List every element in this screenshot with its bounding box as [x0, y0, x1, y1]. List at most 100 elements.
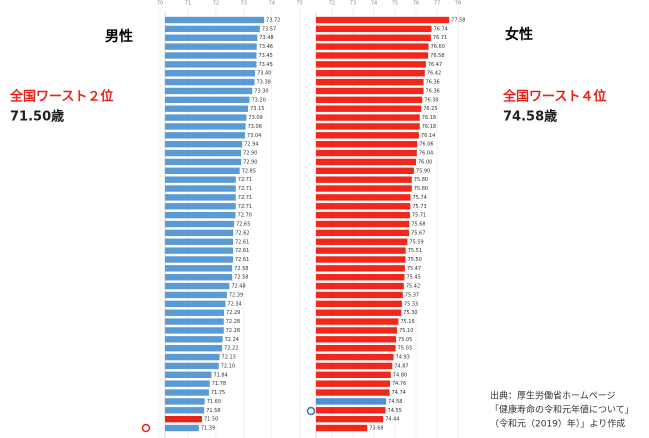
bar — [165, 415, 202, 423]
value-label: 76.42 — [427, 71, 441, 77]
value-label: 74.58 — [388, 399, 402, 405]
value-label: 76.25 — [423, 106, 437, 112]
value-label: 74.76 — [392, 381, 406, 387]
value-label: 72.62 — [235, 230, 249, 236]
bar — [316, 389, 390, 396]
bar — [316, 149, 417, 157]
value-label: 71.84 — [213, 372, 227, 378]
bar — [165, 344, 223, 352]
value-label: 73.38 — [257, 80, 271, 86]
bar — [165, 291, 227, 299]
value-label: 75.47 — [407, 266, 421, 272]
bar — [165, 327, 224, 334]
bar — [165, 176, 236, 183]
bar — [165, 256, 233, 263]
value-label: 76.74 — [434, 26, 448, 32]
bar — [165, 371, 212, 378]
bar — [316, 265, 405, 272]
bar — [316, 371, 391, 378]
value-label: 73.72 — [266, 18, 280, 24]
value-label: 73.30 — [254, 88, 268, 94]
bar — [165, 149, 242, 157]
value-label: 75.80 — [414, 177, 428, 183]
bar — [316, 353, 394, 361]
x-tick-label: 78 — [455, 1, 461, 7]
value-label: 75.73 — [412, 204, 426, 210]
bar — [316, 238, 408, 245]
bar — [165, 140, 243, 148]
x-tick-label: 75 — [297, 1, 303, 7]
value-label: 73.06 — [248, 124, 262, 130]
value-label: 73.68 — [369, 426, 383, 432]
value-label: 75.37 — [405, 292, 419, 298]
value-label: 76.06 — [419, 142, 433, 148]
bar — [316, 203, 411, 210]
bar — [165, 407, 205, 414]
value-label: 72.10 — [221, 363, 235, 369]
x-tick-label: 75 — [392, 1, 398, 7]
value-label: 73.45 — [258, 53, 272, 59]
bar — [165, 78, 255, 86]
bar — [165, 336, 223, 343]
value-label: 76.36 — [426, 88, 440, 94]
female-annotation: 全国ワースト４位 — [502, 89, 606, 105]
value-label: 72.71 — [238, 177, 252, 183]
x-tick-label: 71 — [185, 1, 191, 7]
bar — [165, 229, 234, 237]
x-tick-label: 70 — [157, 1, 163, 7]
value-label: 72.29 — [226, 310, 240, 316]
value-label: 72.28 — [226, 319, 240, 325]
value-label: 73.20 — [251, 97, 265, 103]
value-label: 75.30 — [403, 310, 417, 316]
bar — [316, 220, 410, 228]
value-label: 71.39 — [201, 426, 215, 432]
value-label: 74.74 — [392, 390, 406, 396]
bar — [316, 318, 399, 325]
bar — [316, 96, 423, 104]
value-label: 71.60 — [207, 399, 221, 405]
value-label: 75.03 — [398, 346, 412, 352]
value-label: 72.94 — [244, 142, 258, 148]
highlight-circle — [141, 423, 151, 433]
bar — [316, 415, 384, 423]
bar — [316, 336, 397, 343]
value-label: 73.40 — [257, 71, 271, 77]
bar — [316, 300, 402, 308]
value-label: 76.18 — [422, 124, 436, 130]
bar — [316, 158, 416, 166]
source: 出典：厚生労働省ホームページ — [490, 390, 616, 402]
value-label: 75.05 — [398, 337, 412, 343]
bar — [316, 16, 450, 24]
value-label: 75.68 — [411, 222, 425, 228]
bar — [316, 123, 420, 130]
value-label: 75.80 — [414, 186, 428, 192]
bar — [316, 291, 403, 299]
value-label: 72.34 — [227, 301, 241, 307]
value-label: 71.75 — [211, 390, 225, 396]
bar — [165, 43, 257, 50]
bar — [316, 140, 418, 148]
value-label: 75.42 — [406, 284, 420, 290]
value-label: 74.93 — [396, 355, 410, 361]
bar — [316, 380, 390, 387]
bar — [165, 16, 265, 24]
bar — [165, 265, 233, 272]
value-label: 72.61 — [235, 248, 249, 254]
value-label: 75.71 — [412, 213, 426, 219]
value-label: 76.00 — [418, 159, 432, 165]
value-label: 75.59 — [409, 239, 423, 245]
bar — [316, 344, 396, 352]
value-label: 73.45 — [258, 62, 272, 68]
value-label: 72.90 — [243, 151, 257, 157]
bar — [165, 274, 233, 281]
bar — [165, 389, 209, 396]
value-label: 72.65 — [236, 222, 250, 228]
bar — [165, 158, 242, 166]
bar — [165, 194, 236, 201]
bar — [165, 87, 253, 95]
bar — [316, 398, 387, 405]
bar — [165, 105, 249, 112]
value-label: 76.18 — [422, 115, 436, 121]
value-label: 72.90 — [243, 159, 257, 165]
